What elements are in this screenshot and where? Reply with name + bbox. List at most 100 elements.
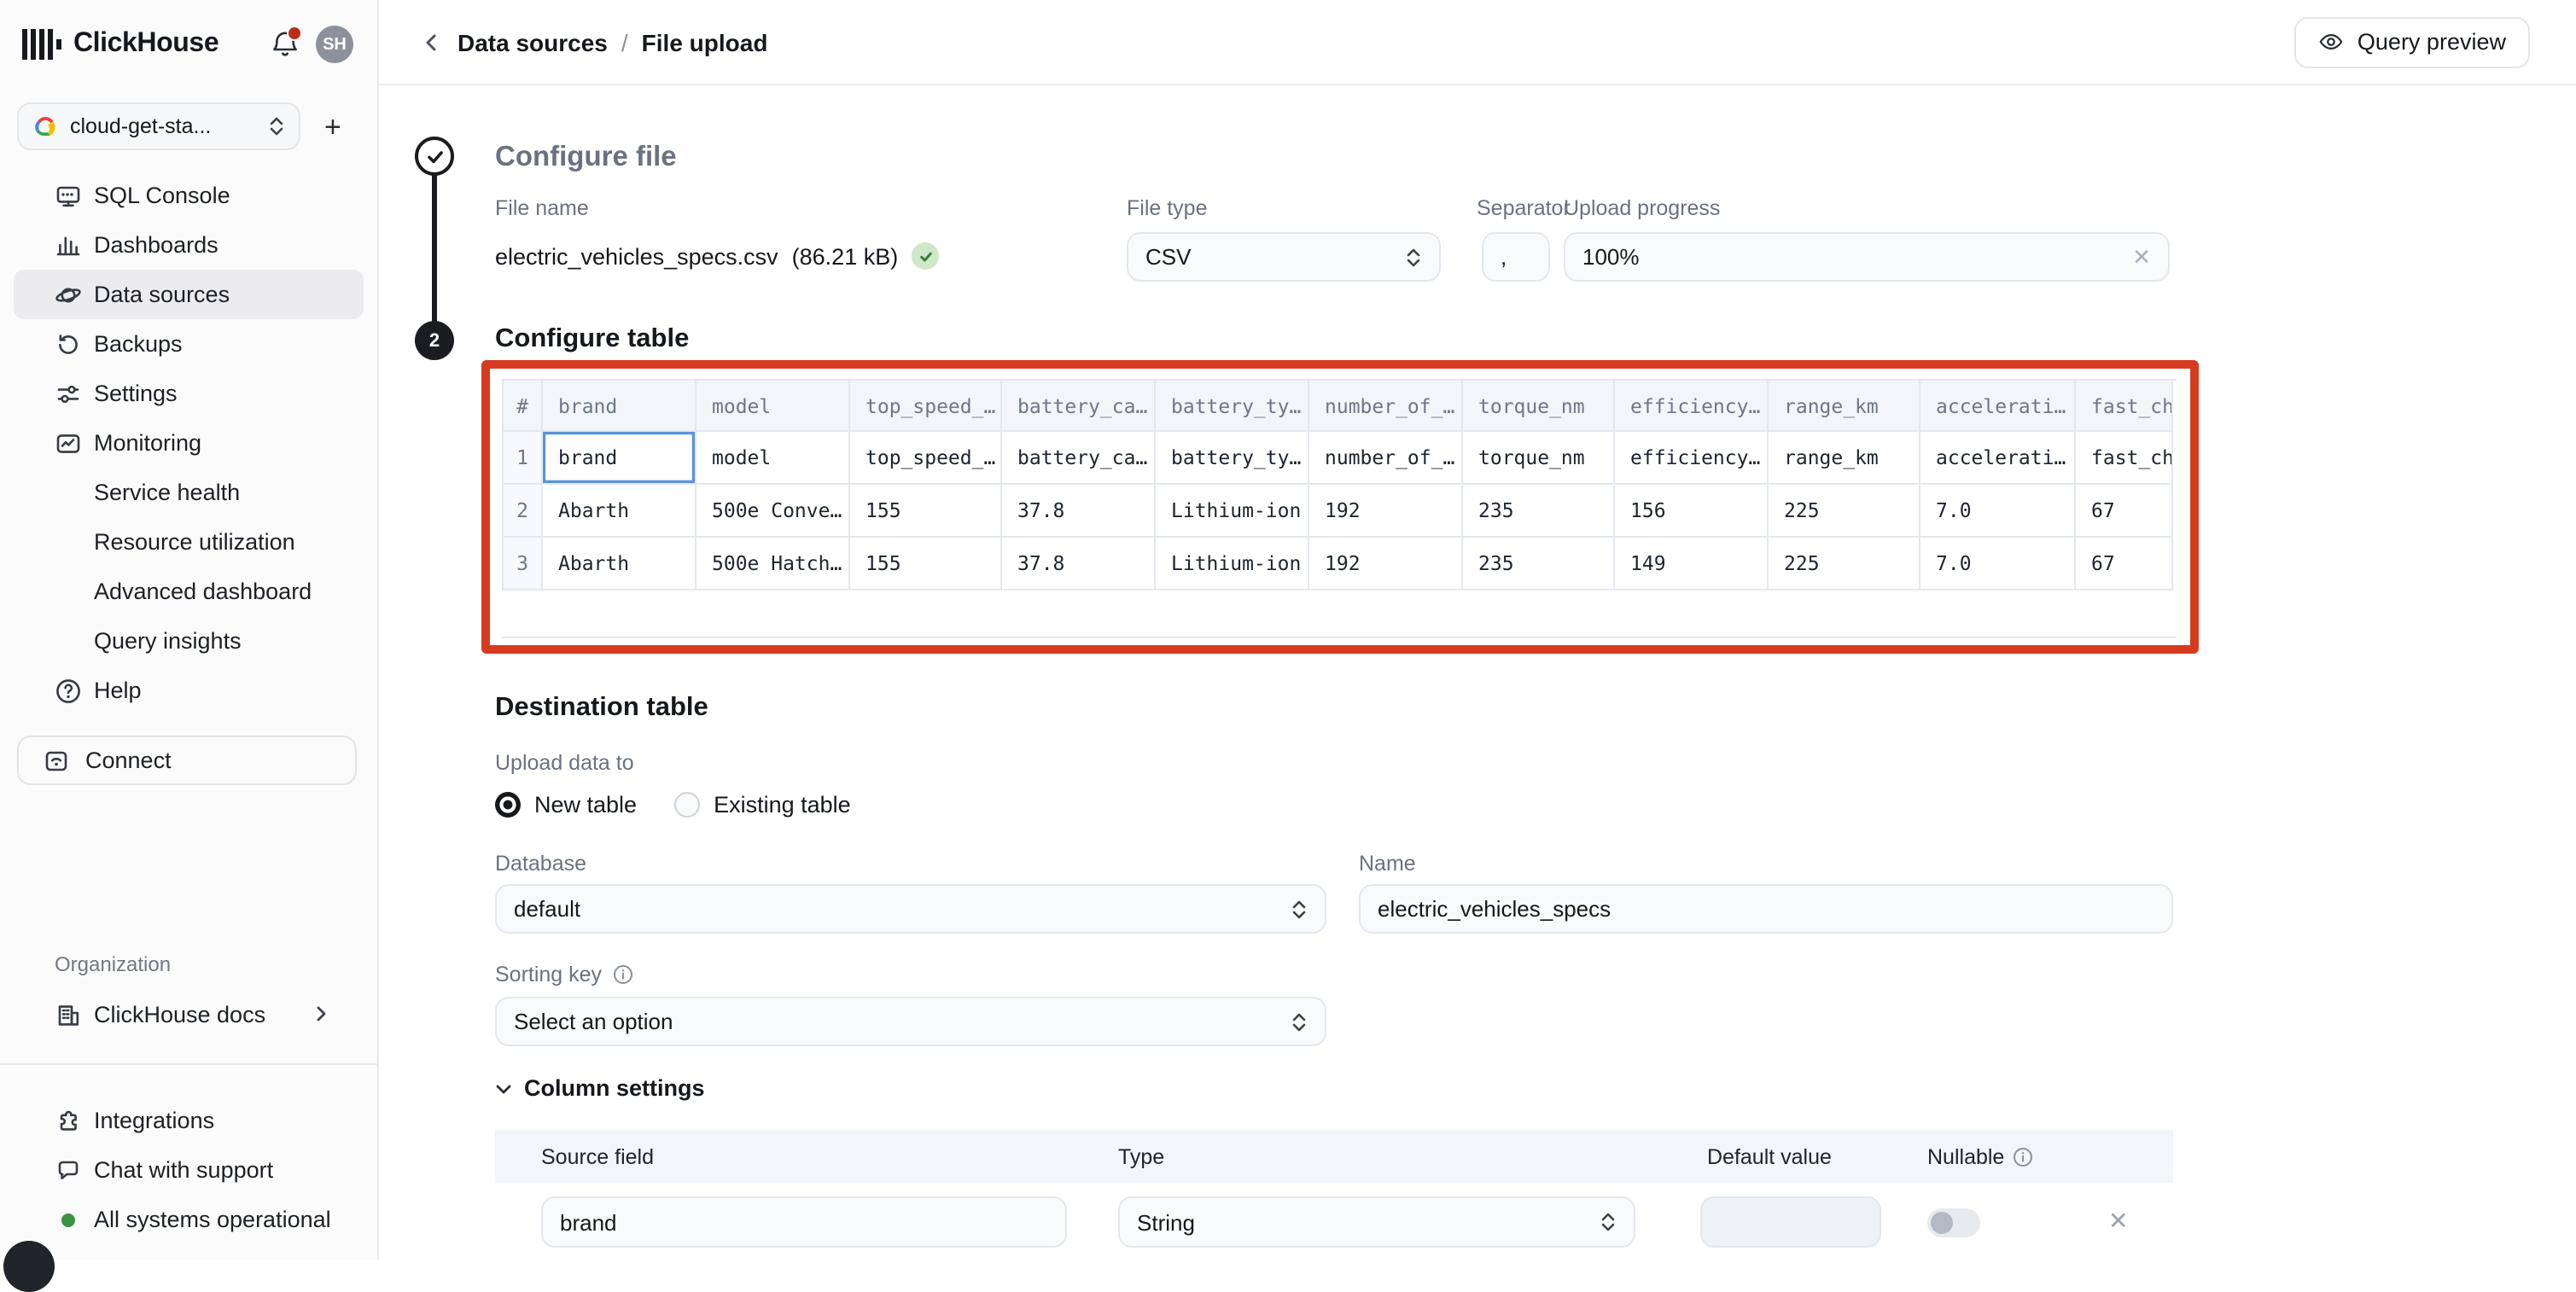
notifications-bell-icon[interactable] — [270, 29, 300, 60]
source-field-input[interactable]: brand — [541, 1196, 1067, 1248]
chat-launcher[interactable] — [3, 1241, 55, 1292]
preview-cell[interactable]: number_of_… — [1309, 432, 1463, 485]
service-selector[interactable]: cloud-get-sta... — [17, 102, 300, 150]
sidebar-item-query-insights[interactable]: Query insights — [14, 616, 364, 666]
file-type-label: File type — [1127, 196, 1208, 220]
preview-cell[interactable]: 235 — [1463, 538, 1615, 591]
settings-icon — [55, 380, 82, 407]
preview-cell[interactable]: 67 — [2076, 485, 2173, 538]
preview-cell[interactable]: 37.8 — [1002, 538, 1156, 591]
preview-header-cell: battery_ty… — [1156, 381, 1309, 432]
preview-cell[interactable]: 67 — [2076, 538, 2173, 591]
column-settings-toggle[interactable]: Column settings — [495, 1075, 705, 1101]
breadcrumb-data-sources[interactable]: Data sources — [458, 28, 608, 55]
sidebar-item-label: Backups — [94, 331, 183, 357]
avatar[interactable]: SH — [316, 26, 353, 63]
preview-cell[interactable]: Lithium-ion — [1156, 538, 1309, 591]
sidebar-item-chat-with-support[interactable]: Chat with support — [14, 1145, 364, 1195]
preview-cell[interactable]: 500e Conve… — [696, 485, 850, 538]
preview-cell[interactable]: model — [696, 432, 850, 485]
radio-existing-table[interactable]: Existing table — [674, 792, 851, 818]
preview-cell[interactable]: battery_ty… — [1156, 432, 1309, 485]
type-select[interactable]: String — [1118, 1196, 1635, 1248]
preview-cell[interactable]: torque_nm — [1463, 432, 1615, 485]
connect-icon — [43, 747, 70, 774]
backups-icon — [55, 330, 82, 358]
nullable-toggle[interactable] — [1927, 1208, 1980, 1237]
sidebar-item-settings[interactable]: Settings — [14, 369, 364, 418]
preview-cell[interactable]: 1 — [504, 432, 543, 485]
table-name-input[interactable]: electric_vehicles_specs — [1359, 884, 2173, 934]
preview-row: 1brandmodeltop_speed_…battery_ca…battery… — [504, 432, 2177, 485]
sidebar-item-advanced-dashboard[interactable]: Advanced dashboard — [14, 567, 364, 616]
preview-cell[interactable]: 192 — [1309, 485, 1463, 538]
preview-cell[interactable]: efficiency… — [1615, 432, 1769, 485]
radio-unselected-icon — [674, 792, 700, 818]
radio-existing-table-label: Existing table — [714, 792, 851, 818]
sidebar-item-backups[interactable]: Backups — [14, 319, 364, 369]
preview-cell[interactable]: 156 — [1615, 485, 1769, 538]
preview-cell[interactable]: Abarth — [543, 485, 696, 538]
preview-cell[interactable]: 7.0 — [1920, 485, 2076, 538]
sidebar-item-service-health[interactable]: Service health — [14, 468, 364, 517]
connect-button[interactable]: Connect — [17, 736, 357, 785]
sidebar-nav: SQL ConsoleDashboardsData sources Backups… — [0, 171, 377, 715]
preview-cell[interactable]: 3 — [504, 538, 543, 591]
chevron-right-icon — [312, 999, 329, 1030]
separator-input[interactable]: , — [1482, 232, 1550, 282]
preview-header-cell: range_km — [1769, 381, 1920, 432]
preview-cell[interactable]: top_speed_… — [850, 432, 1002, 485]
clear-upload-icon[interactable]: ✕ — [2132, 243, 2151, 271]
preview-table-container: #brandmodeltop_speed_…battery_ca…battery… — [502, 379, 2177, 638]
preview-cell[interactable]: 155 — [850, 485, 1002, 538]
preview-cell[interactable]: 500e Hatch… — [696, 538, 850, 591]
sidebar-item-data-sources[interactable]: Data sources — [14, 270, 364, 319]
file-name-label: File name — [495, 196, 589, 220]
preview-cell[interactable]: 2 — [504, 485, 543, 538]
preview-cell[interactable]: 235 — [1463, 485, 1615, 538]
remove-column-icon[interactable]: ✕ — [2108, 1208, 2128, 1232]
back-button[interactable] — [420, 28, 447, 55]
preview-cell[interactable]: fast_cha — [2076, 432, 2173, 485]
preview-cell[interactable]: 225 — [1769, 538, 1920, 591]
monitoring-icon — [55, 429, 82, 457]
nullable-header: Nullable — [1927, 1145, 2004, 1169]
sidebar-item-monitoring[interactable]: Monitoring — [14, 418, 364, 468]
file-type-value: CSV — [1145, 244, 1405, 270]
sorting-key-select[interactable]: Select an option — [495, 997, 1326, 1046]
preview-header-cell: torque_nm — [1463, 381, 1615, 432]
page-content: 2 Configure file File name electric_vehi… — [379, 85, 2576, 1260]
add-service-button[interactable]: + — [324, 112, 341, 141]
preview-cell[interactable]: 149 — [1615, 538, 1769, 591]
docs-building-icon — [55, 1001, 82, 1028]
preview-cell[interactable]: 192 — [1309, 538, 1463, 591]
sidebar-item-integrations[interactable]: Integrations — [14, 1096, 364, 1145]
sidebar-item-resource-utilization[interactable]: Resource utilization — [14, 517, 364, 567]
database-select[interactable]: default — [495, 884, 1326, 934]
preview-cell[interactable]: 7.0 — [1920, 538, 2076, 591]
sidebar-item-all-systems-operational[interactable]: All systems operational — [14, 1195, 364, 1244]
preview-cell[interactable]: accelerati… — [1920, 432, 2076, 485]
default-value-input[interactable] — [1700, 1196, 1881, 1248]
integrations-icon — [55, 1107, 82, 1134]
preview-cell[interactable]: brand — [543, 432, 696, 485]
preview-cell[interactable]: 37.8 — [1002, 485, 1156, 538]
sidebar-item-clickhouse-docs[interactable]: ClickHouse docs — [14, 990, 364, 1039]
query-preview-button[interactable]: Query preview — [2294, 16, 2530, 67]
file-type-select[interactable]: CSV — [1127, 232, 1441, 282]
app-window: ClickHouse SH cloud-get-sta... — [0, 0, 2576, 1260]
sidebar-item-dashboards[interactable]: Dashboards — [14, 220, 364, 270]
radio-new-table[interactable]: New table — [495, 792, 637, 818]
brand-name: ClickHouse — [73, 29, 219, 60]
preview-cell[interactable]: 225 — [1769, 485, 1920, 538]
preview-cell[interactable]: Abarth — [543, 538, 696, 591]
preview-cell[interactable]: Lithium-ion — [1156, 485, 1309, 538]
sidebar-item-sql-console[interactable]: SQL Console — [14, 171, 364, 220]
preview-header-cell: model — [696, 381, 850, 432]
preview-cell[interactable]: range_km — [1769, 432, 1920, 485]
sidebar-item-label: Service health — [94, 480, 240, 505]
sidebar-item-label: Advanced dashboard — [94, 579, 312, 604]
sidebar-item-help[interactable]: Help — [14, 666, 364, 715]
preview-cell[interactable]: 155 — [850, 538, 1002, 591]
preview-cell[interactable]: battery_ca… — [1002, 432, 1156, 485]
